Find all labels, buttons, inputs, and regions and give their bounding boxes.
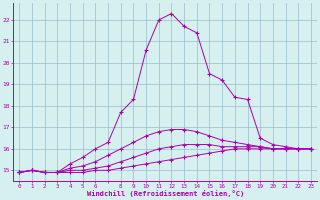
X-axis label: Windchill (Refroidissement éolien,°C): Windchill (Refroidissement éolien,°C) [86, 190, 244, 197]
